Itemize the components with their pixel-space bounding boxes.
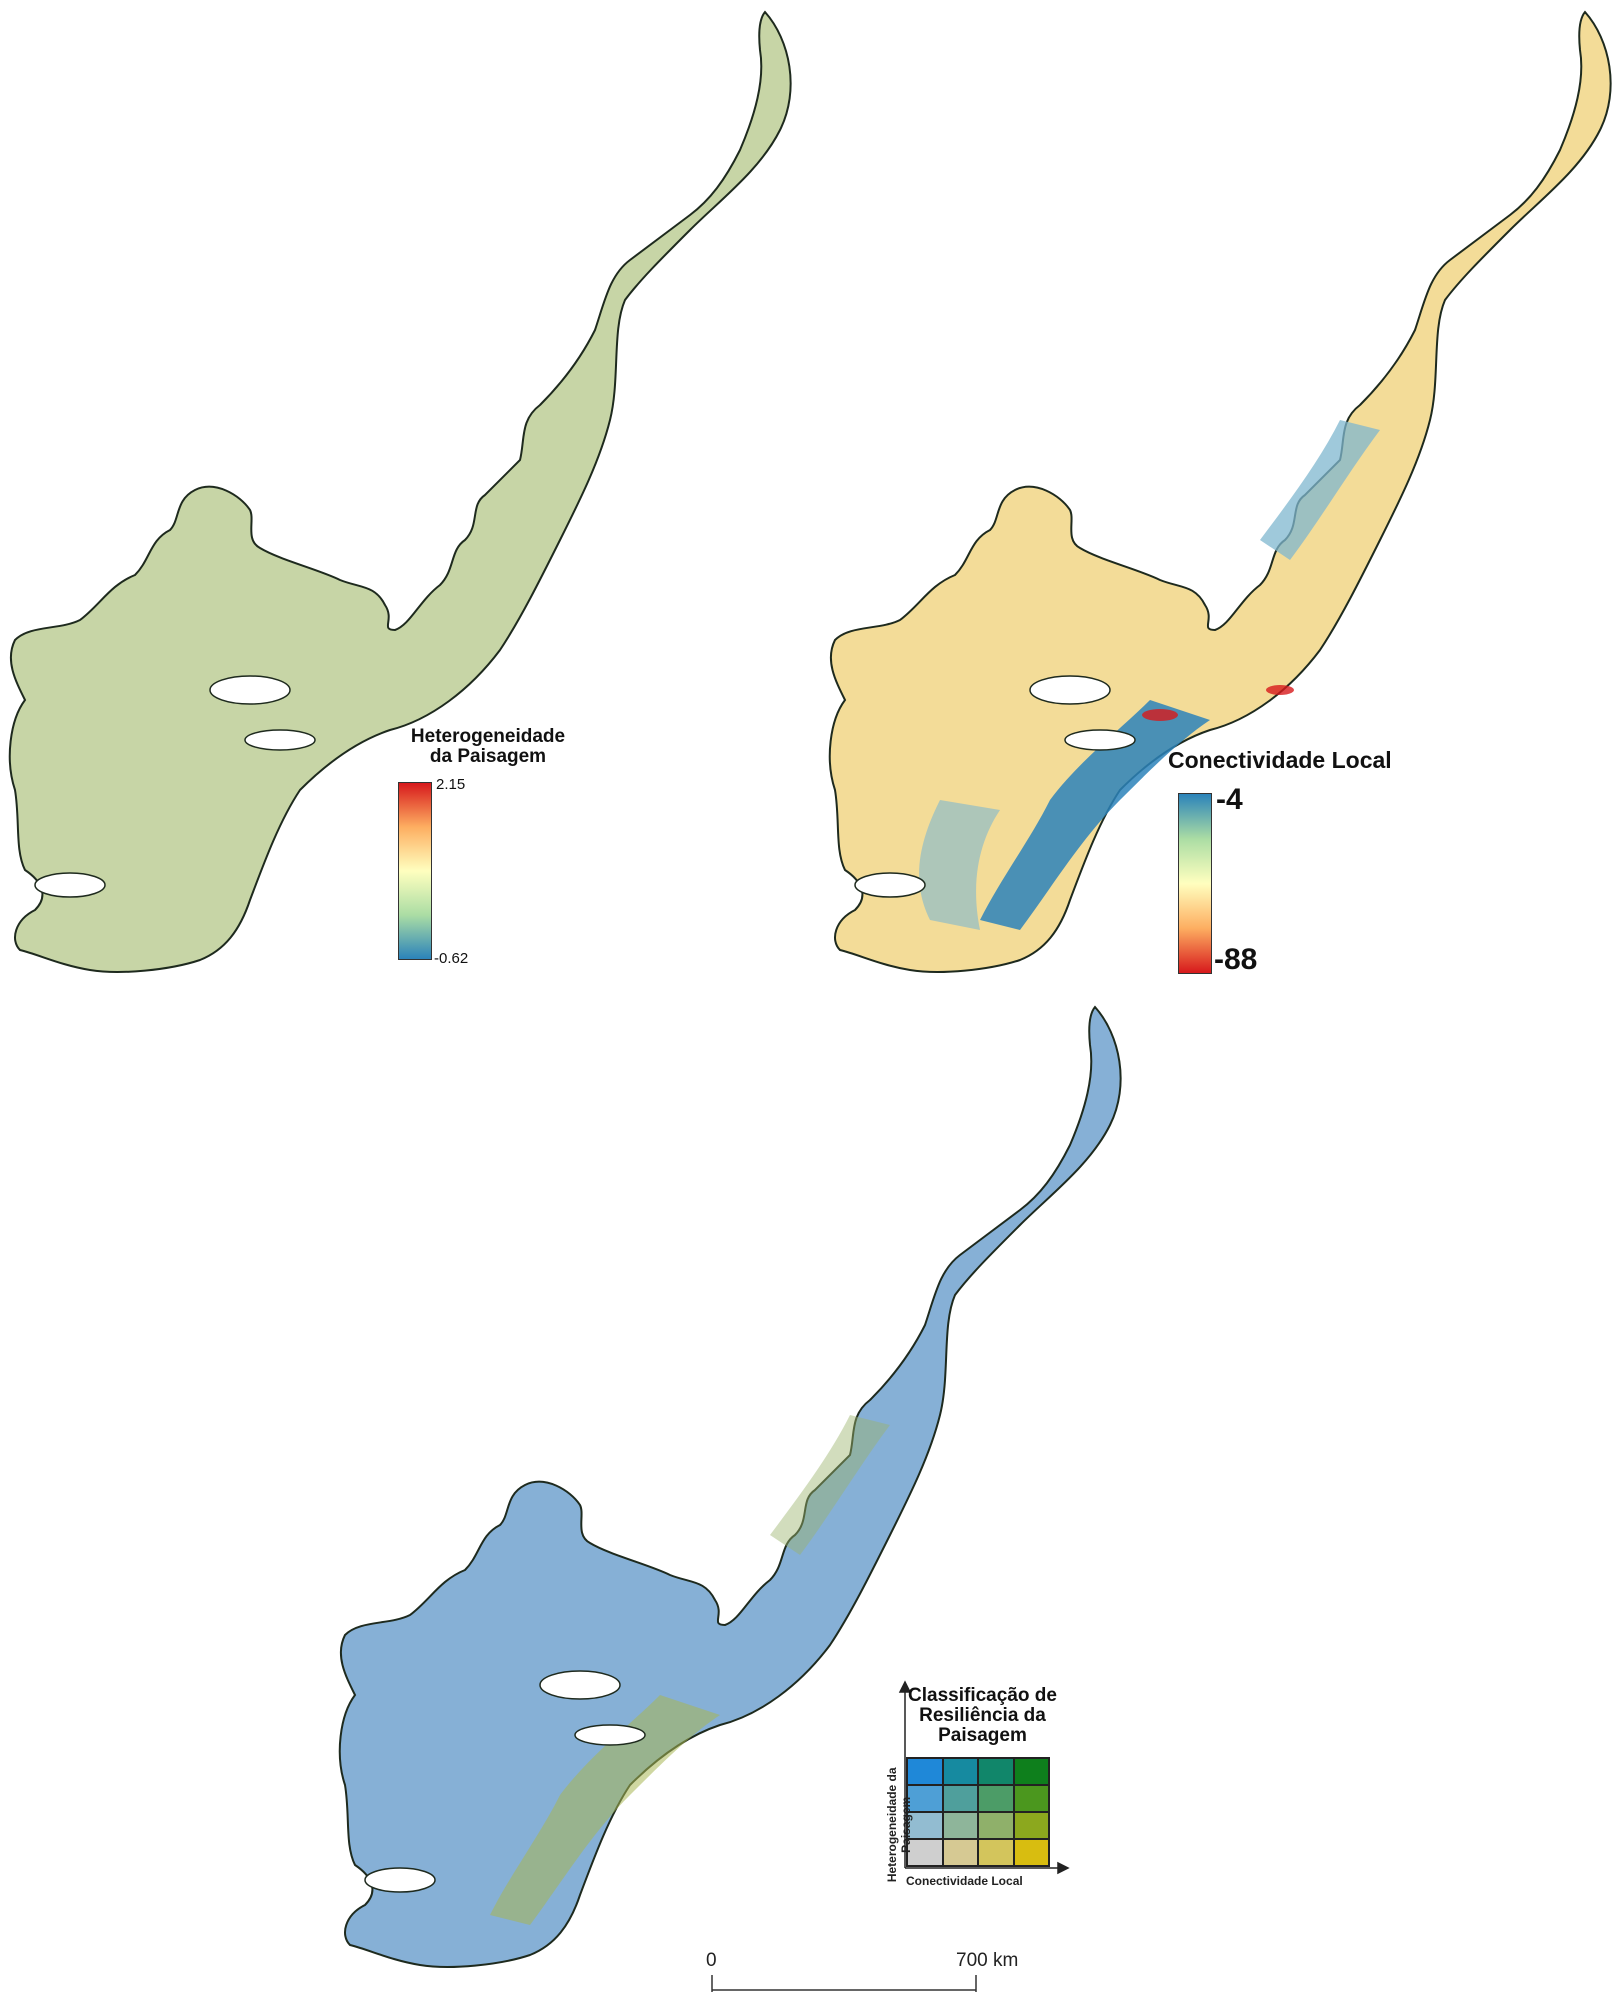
bivariate-cell-1-0: [907, 1785, 943, 1812]
connectivity-legend-title: Conectividade Local: [1168, 747, 1392, 773]
bivariate-cell-3-2: [978, 1839, 1014, 1866]
bivariate-cell-0-1: [942, 1758, 978, 1785]
bivariate-cell-2-3: [1013, 1812, 1049, 1839]
heterogeneity-map: [8, 11, 792, 973]
bivariate-cell-2-2: [978, 1812, 1014, 1839]
bivariate-cell-3-0: [907, 1839, 943, 1866]
connectivity-max-label: -4: [1216, 783, 1243, 816]
bivariate-cell-0-0: [907, 1758, 943, 1785]
heterogeneity-legend-title: Heterogeneidade da Paisagem: [398, 727, 578, 767]
connectivity-color-ramp: [1178, 793, 1212, 974]
resilience-legend-lines: Classificação de Resiliência da Paisagem: [880, 1686, 1085, 1746]
resilience-title-line1: Classificação de: [908, 1685, 1057, 1706]
scale-bar: [711, 1975, 977, 1992]
resilience-map: [338, 1006, 1122, 1968]
scale-end-label: 700 km: [956, 1950, 1019, 1971]
heterogeneity-color-ramp: [398, 782, 432, 960]
bivariate-cell-0-2: [978, 1758, 1014, 1785]
bivariate-cell-3-1: [942, 1839, 978, 1866]
heterogeneity-title-line1: Heterogeneidade: [410, 726, 566, 747]
resilience-title-line3: Paisagem: [938, 1724, 1027, 1746]
bivariate-cell-2-0: [907, 1812, 943, 1839]
bivariate-cell-1-3: [1013, 1785, 1049, 1812]
heterogeneity-title-line2: da Paisagem: [429, 745, 547, 767]
scale-start-label: 0: [706, 1950, 717, 1971]
resilience-bivariate-grid: [906, 1757, 1050, 1867]
connectivity-min-label: -88: [1214, 943, 1258, 976]
bivariate-cell-2-1: [942, 1812, 978, 1839]
bivariate-cell-1-2: [978, 1785, 1014, 1812]
resilience-x-axis-label: Conectividade Local: [906, 1874, 1023, 1888]
heterogeneity-min-label: -0.62: [434, 950, 469, 967]
y-axis-label-line1: Heterogeneidade da: [885, 1767, 900, 1883]
bivariate-cell-1-1: [942, 1785, 978, 1812]
bivariate-cell-0-3: [1013, 1758, 1049, 1785]
connectivity-map: [828, 11, 1612, 973]
resilience-title-line2: Resiliência da: [919, 1704, 1046, 1726]
bivariate-cell-3-3: [1013, 1839, 1049, 1866]
bivariate-axes: [898, 1680, 1070, 1875]
heterogeneity-max-label: 2.15: [436, 776, 466, 793]
